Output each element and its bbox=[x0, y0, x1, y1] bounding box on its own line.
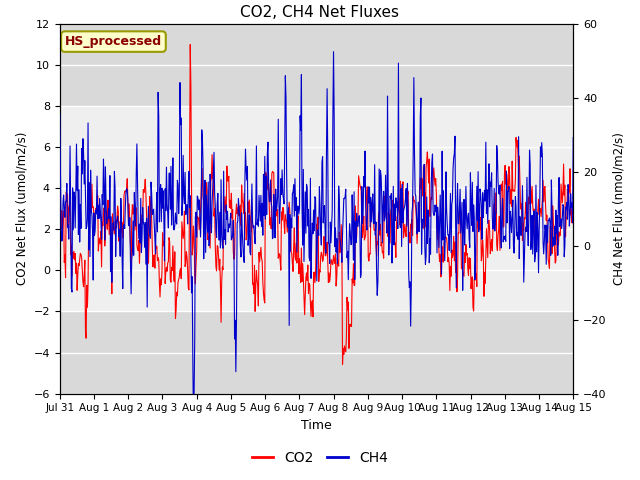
Bar bbox=[60, 312, 573, 394]
Y-axis label: CH4 Net Flux (nmol/m2/s): CH4 Net Flux (nmol/m2/s) bbox=[612, 132, 625, 285]
Legend: CO2, CH4: CO2, CH4 bbox=[246, 445, 394, 471]
Text: CO2, CH4 Net Fluxes: CO2, CH4 Net Fluxes bbox=[241, 5, 399, 20]
Bar bbox=[60, 106, 573, 312]
X-axis label: Time: Time bbox=[301, 419, 332, 432]
Y-axis label: CO2 Net Flux (umol/m2/s): CO2 Net Flux (umol/m2/s) bbox=[15, 132, 28, 286]
Text: HS_processed: HS_processed bbox=[65, 35, 162, 48]
Bar bbox=[60, 24, 573, 106]
